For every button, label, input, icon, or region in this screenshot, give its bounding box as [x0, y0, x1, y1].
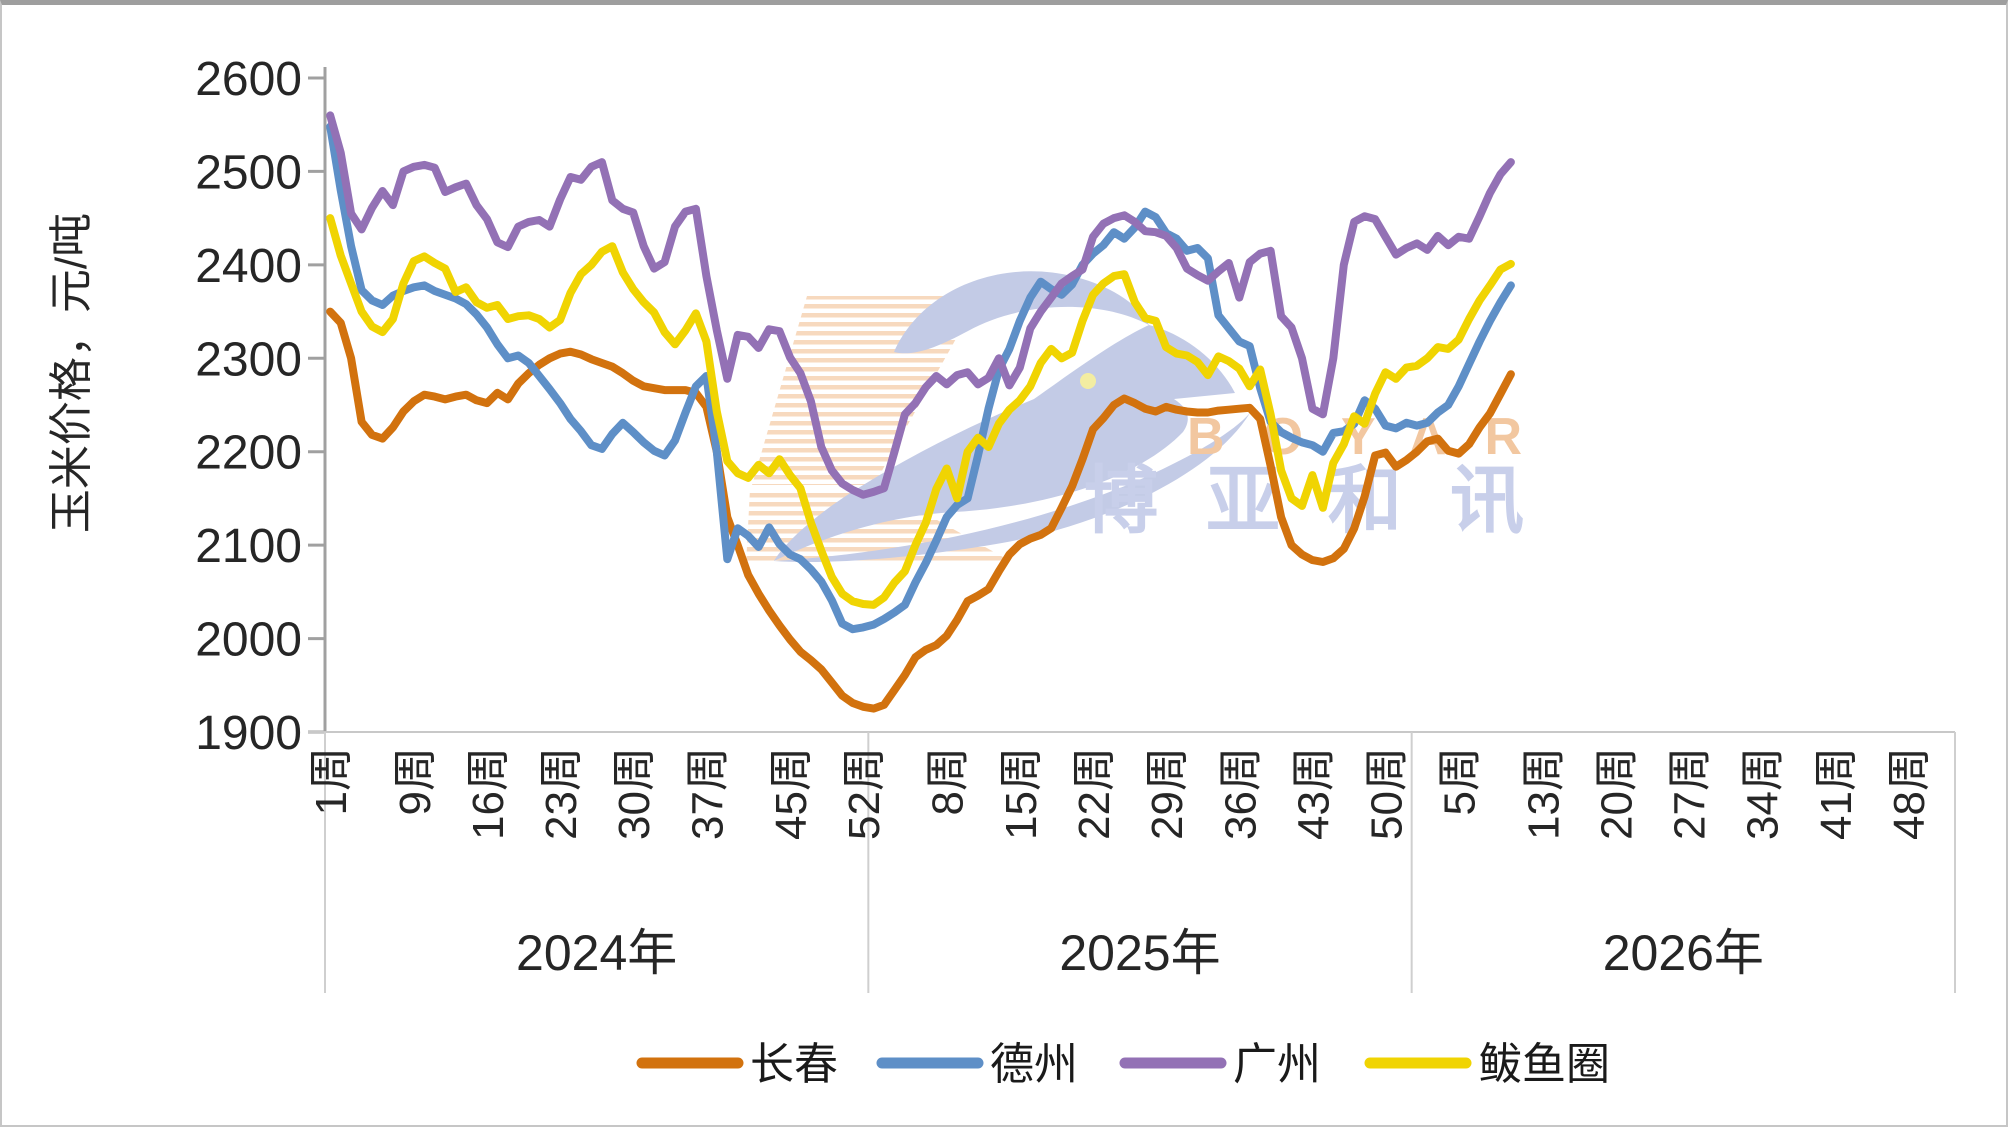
y-tick-label: 2400 [195, 240, 302, 293]
y-axis-title: 玉米价格，元/吨 [47, 213, 96, 533]
watermark: BOYAR 博亚和讯 [746, 271, 1524, 565]
y-tick-label: 2500 [195, 146, 302, 199]
series-lines [326, 111, 1515, 713]
legend: 长春 德州 广州 鲅鱼圈 [636, 1040, 1610, 1089]
y-tick-label: 2100 [195, 520, 302, 573]
legend-label: 广州 [1233, 1040, 1321, 1089]
x-tick-label: 22周 [1070, 747, 1119, 840]
legend-item-长春[interactable]: 长春 [636, 1040, 838, 1089]
legend-label: 鲅鱼圈 [1478, 1040, 1610, 1089]
y-tick-label: 1900 [195, 707, 302, 760]
y-tick-label: 2000 [195, 614, 302, 667]
legend-label: 长春 [750, 1040, 838, 1089]
x-tick-label: 45周 [767, 747, 816, 840]
axes [308, 67, 1956, 993]
x-tick-label: 15周 [997, 747, 1046, 840]
corn-price-line-chart: BOYAR 博亚和讯 2600 2500 2400 2300 2200 2100 2000 1… [47, 53, 1956, 1089]
x-axis-year-label: 2024年 [516, 925, 677, 981]
x-tick-label: 9周 [391, 747, 440, 815]
x-tick-label: 36周 [1216, 747, 1265, 840]
x-tick-label: 5周 [1436, 747, 1485, 815]
legend-label: 德州 [990, 1040, 1078, 1089]
series-line-德州 [326, 122, 1515, 634]
x-tick-label: 13周 [1519, 747, 1568, 840]
x-tick-label: 43周 [1289, 747, 1338, 840]
y-tick-label: 2200 [195, 427, 302, 480]
x-tick-label: 30周 [610, 747, 659, 840]
x-axis-year-label: 2025年 [1059, 925, 1220, 981]
x-tick-label: 27周 [1666, 747, 1715, 840]
legend-item-广州[interactable]: 广州 [1119, 1040, 1321, 1089]
x-tick-label: 16周 [464, 747, 513, 840]
x-tick-label: 37周 [683, 747, 732, 840]
x-tick-label: 34周 [1739, 747, 1788, 840]
y-tick-label: 2300 [195, 333, 302, 386]
x-tick-label: 23周 [537, 747, 586, 840]
x-tick-label: 1周 [307, 747, 356, 815]
x-tick-label: 41周 [1812, 747, 1861, 840]
x-tick-label: 48周 [1885, 747, 1934, 840]
series-line-鲅鱼圈 [326, 214, 1515, 609]
x-tick-label: 52周 [840, 747, 889, 840]
legend-item-德州[interactable]: 德州 [876, 1040, 1078, 1089]
x-tick-label: 20周 [1592, 747, 1641, 840]
x-axis-year-label: 2026年 [1603, 925, 1764, 981]
legend-item-鲅鱼圈[interactable]: 鲅鱼圈 [1364, 1040, 1610, 1089]
x-tick-label: 29周 [1143, 747, 1192, 840]
bird-logo-icon [774, 271, 1250, 563]
series-line-广州 [326, 111, 1515, 499]
series-line-长春 [326, 307, 1515, 713]
x-tick-label: 8周 [924, 747, 973, 815]
y-tick-label: 2600 [195, 53, 302, 106]
x-tick-label: 50周 [1363, 747, 1412, 840]
